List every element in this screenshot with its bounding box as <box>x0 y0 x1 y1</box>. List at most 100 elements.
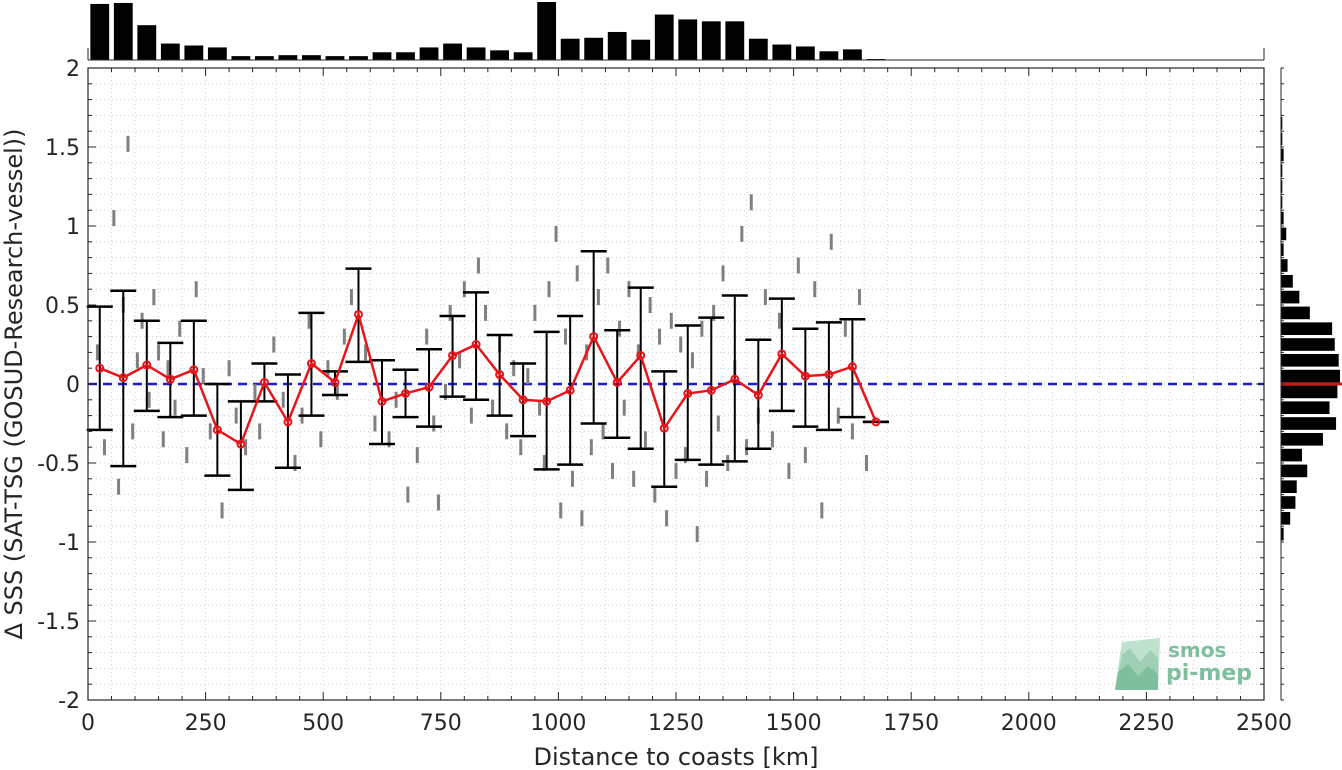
mean-marker <box>142 360 152 370</box>
right-histogram-bar <box>1281 180 1283 193</box>
right-histogram-bar <box>1281 527 1284 541</box>
x-tick-label: 750 <box>420 711 462 736</box>
top-histogram-bar <box>231 56 251 60</box>
top-histogram-bar <box>372 52 392 60</box>
mean-marker <box>424 382 434 392</box>
y-tick-label: 0 <box>66 373 80 398</box>
top-histogram-bar <box>725 21 745 60</box>
mean-line <box>99 310 878 446</box>
mean-marker <box>659 423 669 433</box>
top-histogram-bar <box>537 2 557 60</box>
y-tick-label: 2 <box>66 57 80 82</box>
top-histogram-bar <box>254 56 274 60</box>
top-histogram-bar <box>795 46 815 60</box>
mean-marker <box>118 373 128 383</box>
mean-marker <box>706 385 716 395</box>
right-histogram-bar <box>1281 464 1308 478</box>
top-histogram-bar <box>607 31 627 60</box>
mean-marker <box>565 385 575 395</box>
top-histogram-bar <box>349 56 368 60</box>
mean-marker <box>518 395 528 405</box>
x-tick-label: 1250 <box>648 711 704 736</box>
right-histogram-bar <box>1281 116 1283 130</box>
mean-marker <box>95 363 105 373</box>
right-histogram-bar <box>1281 401 1330 415</box>
top-histogram-bar <box>325 56 345 60</box>
right-histogram-bar <box>1281 306 1310 320</box>
mean-marker <box>636 351 646 361</box>
right-histogram-bar <box>1281 511 1291 525</box>
y-tick-label: -0.5 <box>37 452 80 477</box>
top-histogram-bar <box>396 52 415 60</box>
top-histogram-bar <box>842 49 862 60</box>
mean-marker <box>471 340 481 349</box>
mean-marker <box>236 439 246 449</box>
mean-marker <box>189 365 199 375</box>
x-tick-labels: 0 250 500 750 1000 1250 1500 1750 2000 2250 2500 <box>81 711 1292 736</box>
mean-marker <box>612 377 622 387</box>
y-tick-label: -1 <box>58 531 80 556</box>
right-histogram-bar <box>1281 132 1283 146</box>
right-histogram-bar <box>1281 480 1297 494</box>
right-histogram-bar <box>1281 338 1335 351</box>
right-histogram-bar <box>1281 448 1302 462</box>
top-histogram-bar <box>584 37 604 60</box>
x-axis-title: Distance to coasts [km] <box>534 743 819 770</box>
y-tick-label: 1.5 <box>45 136 80 161</box>
mean-marker <box>353 309 363 319</box>
tick-marks <box>87 67 1265 701</box>
mean-marker <box>330 377 340 387</box>
right-histogram-bar <box>1281 417 1337 430</box>
right-histogram-bar <box>1281 211 1284 225</box>
mean-marker <box>589 332 599 342</box>
y-tick-label: -1.5 <box>37 610 80 635</box>
mean-marker <box>212 425 222 435</box>
y-tick-label: -2 <box>58 689 80 714</box>
error-bars <box>86 250 889 492</box>
x-tick-label: 0 <box>81 711 95 736</box>
mean-marker <box>847 362 857 372</box>
mean-marker <box>377 396 387 406</box>
top-histogram-bar <box>748 38 768 60</box>
top-histogram-bar <box>302 55 321 60</box>
x-tick-label: 1000 <box>530 711 586 736</box>
mean-marker <box>283 417 293 427</box>
mean-marker <box>448 351 458 361</box>
top-histogram-bar <box>701 21 721 60</box>
logo-line1: smos <box>1168 638 1226 662</box>
top-histogram-bar <box>654 14 674 61</box>
right-histogram-bar <box>1281 369 1340 383</box>
top-histogram-bar <box>90 3 110 60</box>
top-histogram-bar <box>560 38 580 60</box>
right-histogram-bar <box>1281 259 1288 272</box>
mean-marker <box>730 374 740 384</box>
top-histogram-bar <box>419 47 439 60</box>
y-tick-label: 0.5 <box>45 294 80 319</box>
right-histogram-bar <box>1281 353 1339 367</box>
mean-marker <box>259 377 269 387</box>
top-histogram-bar <box>631 39 651 60</box>
mean-marker <box>800 371 810 381</box>
top-histogram-bar <box>678 19 698 60</box>
y-tick-labels: -2 -1.5 -1 -0.5 0 0.5 1 1.5 2 <box>37 57 80 714</box>
binned-mean-series <box>95 309 881 449</box>
logo-line2: pi-mep <box>1166 661 1252 686</box>
top-histogram-bar <box>278 55 298 60</box>
right-histogram-bar <box>1281 385 1338 399</box>
top-histogram-bar <box>113 2 133 60</box>
mean-marker <box>306 358 316 368</box>
x-tick-label: 2500 <box>1236 711 1292 736</box>
top-histogram-bar <box>443 43 462 60</box>
mean-marker <box>495 370 505 380</box>
right-histogram-bar <box>1281 148 1284 162</box>
x-tick-label: 250 <box>185 711 227 736</box>
smos-pi-mep-logo: smos pi-mep <box>1115 638 1252 690</box>
y-tick-label: 1 <box>66 215 80 240</box>
top-histogram-bar <box>160 43 180 60</box>
right-histogram-bar <box>1281 227 1287 241</box>
mean-marker <box>824 370 834 380</box>
right-histogram-bar <box>1281 496 1296 509</box>
right-histogram-bar <box>1281 243 1284 257</box>
top-histogram-bar <box>513 52 533 60</box>
